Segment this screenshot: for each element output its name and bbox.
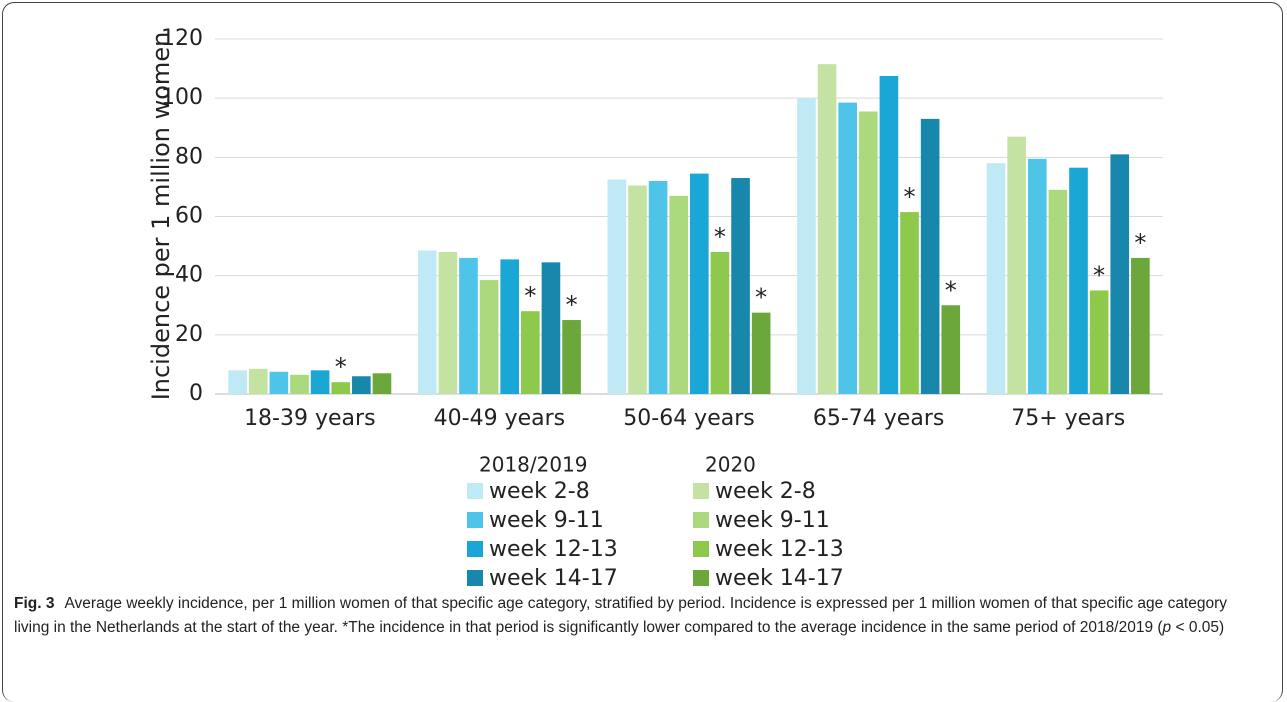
significance-mark: * — [945, 276, 957, 304]
bar — [562, 320, 581, 394]
chart: Incidence per 1 million women 0 20 40 60 80 1… — [147, 26, 1163, 590]
significance-mark: * — [714, 223, 726, 251]
y-tick-label: 80 — [175, 144, 203, 169]
legend-label: week 12-13 — [715, 537, 844, 562]
bar — [290, 374, 309, 394]
y-tick-label: 40 — [175, 263, 203, 288]
significance-mark: * — [566, 291, 578, 319]
y-tick-label: 0 — [189, 381, 203, 406]
bar — [310, 370, 330, 394]
bar — [941, 305, 961, 394]
legend-swatch — [693, 512, 709, 528]
caption-end: < 0.05) — [1171, 619, 1225, 636]
legend-label: week 9-11 — [489, 508, 604, 533]
legend-swatch — [467, 483, 483, 499]
bar — [228, 370, 247, 394]
bar — [417, 250, 437, 394]
x-tick-label: 18-39 years — [244, 406, 375, 431]
bar — [751, 312, 771, 394]
bar — [372, 373, 392, 394]
bar — [1048, 189, 1068, 394]
bar — [1027, 158, 1047, 394]
legend-label: week 2-8 — [489, 479, 590, 504]
significance-mark: * — [904, 183, 916, 211]
significance-mark: * — [755, 284, 767, 312]
bar — [1069, 167, 1088, 394]
bar — [459, 257, 478, 394]
bar — [1089, 290, 1109, 394]
significance-mark: * — [1093, 261, 1105, 289]
legend-label: week 14-17 — [489, 566, 618, 590]
bar — [710, 252, 730, 394]
bar — [858, 111, 878, 395]
legend-swatch — [693, 483, 709, 499]
bar — [648, 181, 668, 394]
bar — [669, 195, 688, 394]
significance-mark: * — [524, 282, 536, 310]
y-tick-label: 20 — [175, 322, 203, 347]
bar — [628, 185, 647, 394]
y-tick-label: 120 — [161, 26, 203, 51]
y-tick-label: 100 — [161, 85, 203, 110]
significance-mark: * — [335, 353, 347, 381]
bar — [879, 75, 899, 395]
legend-label: week 9-11 — [715, 508, 830, 533]
caption-italic: p — [1162, 619, 1172, 636]
bar — [248, 368, 268, 394]
bar — [920, 118, 940, 394]
y-tick-label: 60 — [175, 204, 203, 229]
bar — [607, 179, 627, 394]
bar — [269, 371, 289, 394]
bar — [900, 212, 919, 394]
legend-label: week 2-8 — [715, 479, 816, 504]
legend-label: week 12-13 — [489, 537, 618, 562]
bar — [500, 259, 520, 394]
bar — [731, 178, 750, 394]
caption-label: Fig. 3 — [14, 595, 55, 612]
bar — [479, 280, 499, 394]
x-tick-label: 65-74 years — [813, 406, 944, 431]
bar — [1110, 154, 1130, 394]
legend-label: week 14-17 — [715, 566, 844, 590]
bar — [838, 102, 857, 395]
caption-text: Average weekly incidence, per 1 million … — [14, 595, 1228, 636]
legend-swatch — [693, 570, 709, 586]
legend-swatch — [467, 512, 483, 528]
x-tick-label: 75+ years — [1011, 406, 1125, 431]
bar — [438, 252, 458, 394]
bar — [1131, 257, 1150, 394]
bar — [986, 163, 1006, 394]
significance-mark: * — [1134, 229, 1146, 257]
x-tick-label: 50-64 years — [623, 406, 754, 431]
legend-swatch — [467, 541, 483, 557]
bar — [817, 64, 837, 394]
bar — [331, 382, 351, 394]
bar — [797, 98, 816, 395]
y-axis-label: Incidence per 1 million women — [147, 32, 175, 401]
bar — [1007, 136, 1026, 394]
legend-swatch — [467, 570, 483, 586]
bar — [690, 173, 709, 394]
x-tick-label: 40-49 years — [434, 406, 565, 431]
bar — [521, 311, 540, 394]
legend-swatch — [693, 541, 709, 557]
legend-group-title: 2020 — [705, 453, 756, 477]
caption: Fig. 3 Average weekly incidence, per 1 mi… — [14, 592, 1264, 640]
legend-group-title: 2018/2019 — [479, 453, 588, 477]
bar — [352, 376, 371, 394]
bar — [541, 262, 561, 394]
